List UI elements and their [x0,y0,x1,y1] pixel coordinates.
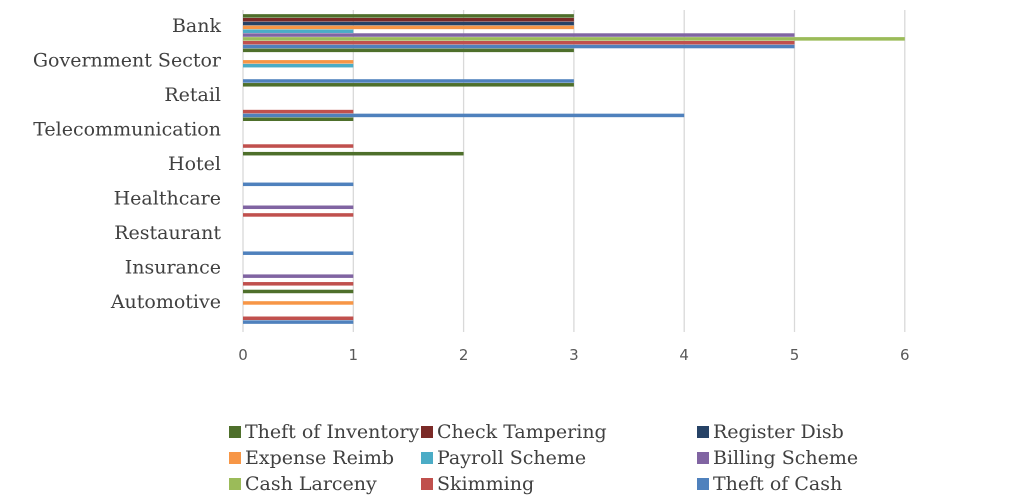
legend-label-register-disb: Register Disb [713,421,844,443]
category-labels: Bank Government Sector Retail Telecommunica… [33,15,222,313]
legend-item-skimming: Skimming [421,473,534,495]
category-label-insurance: Insurance [125,256,221,278]
legend: Theft of Inventory Check Tampering Registe… [229,421,858,495]
legend-item-cash-larceny: Cash Larceny [229,473,377,495]
legend-label-check-tampering: Check Tampering [437,421,607,443]
x-tick-label-6: 6 [900,346,910,364]
bar-bank-check-tampering [243,17,574,22]
x-tick-label-4: 4 [679,346,689,364]
bar-bank-skimming [243,40,795,45]
bar-hotel-theft-of-cash [243,182,354,187]
legend-item-theft-of-cash: Theft of Cash [697,473,842,495]
bar-bank-cash-larceny [243,37,905,41]
bar-automotive-theft-of-inventory [243,289,354,294]
bar-retail-theft-of-cash [243,113,685,118]
x-tick-label-1: 1 [349,346,359,364]
bar-telecommunication-theft-of-inventory [243,117,354,122]
bar-retail-skimming [243,109,354,114]
bar-bank-theft-of-cash [243,44,795,49]
bar-automotive-expense-reimb [243,301,354,305]
category-label-healthcare: Healthcare [114,187,221,209]
legend-label-theft-of-cash: Theft of Cash [713,473,842,495]
category-label-hotel: Hotel [168,153,221,175]
legend-item-check-tampering: Check Tampering [421,421,607,443]
bar-bank-payroll-scheme [243,29,354,33]
x-tick-label-3: 3 [569,346,579,364]
bar-restaurant-theft-of-cash [243,251,354,255]
bar-bank-theft-of-inventory [243,14,574,18]
bar-insurance-billing-scheme [243,274,354,278]
bar-automotive-theft-of-cash [243,320,354,324]
legend-label-theft-of-inventory: Theft of Inventory [245,421,419,443]
bar-telecommunication-skimming [243,144,354,148]
legend-swatch-theft-of-cash [697,478,709,490]
x-tick-label-2: 2 [459,346,469,364]
bar-bank-billing-scheme [243,33,795,37]
category-label-restaurant: Restaurant [114,222,221,244]
x-tick-label-5: 5 [790,346,800,364]
bar-bank-expense-reimb [243,25,574,30]
legend-swatch-skimming [421,478,433,490]
bar-bank-register-disb [243,21,574,26]
bar-insurance-skimming [243,282,354,286]
legend-item-expense-reimb: Expense Reimb [229,447,394,469]
legend-label-cash-larceny: Cash Larceny [245,473,377,495]
legend-label-expense-reimb: Expense Reimb [245,447,394,469]
legend-swatch-register-disb [697,426,709,438]
bar-retail-theft-of-inventory [243,83,574,87]
legend-swatch-cash-larceny [229,478,241,490]
legend-item-register-disb: Register Disb [697,421,844,443]
bar-automotive-skimming [243,316,354,321]
legend-swatch-check-tampering [421,426,433,438]
bar-healthcare-billing-scheme [243,205,354,210]
category-label-telecommunication: Telecommunication [33,119,221,141]
category-label-government-sector: Government Sector [33,50,222,72]
category-label-retail: Retail [164,84,221,106]
category-label-bank: Bank [172,15,222,37]
legend-item-billing-scheme: Billing Scheme [697,447,858,469]
legend-swatch-expense-reimb [229,452,241,464]
legend-swatch-payroll-scheme [421,452,433,464]
bar-healthcare-skimming [243,213,354,217]
legend-label-billing-scheme: Billing Scheme [713,447,858,469]
category-label-automotive: Automotive [110,291,221,313]
bars [243,14,905,324]
x-axis-ticks: 0 1 2 3 4 5 6 [238,346,909,364]
bar-government-sector-theft-of-inventory [243,48,574,53]
legend-label-payroll-scheme: Payroll Scheme [437,447,586,469]
gridlines [242,10,906,332]
x-tick-label-0: 0 [238,346,248,364]
legend-item-theft-of-inventory: Theft of Inventory [229,421,419,443]
bar-government-sector-expense-reimb [243,60,354,64]
legend-label-skimming: Skimming [437,473,534,495]
bar-government-sector-payroll-scheme [243,63,354,68]
legend-item-payroll-scheme: Payroll Scheme [421,447,586,469]
legend-swatch-billing-scheme [697,452,709,464]
bar-government-sector-theft-of-cash [243,79,574,83]
legend-swatch-theft-of-inventory [229,426,241,438]
bar-hotel-theft-of-inventory [243,151,464,156]
